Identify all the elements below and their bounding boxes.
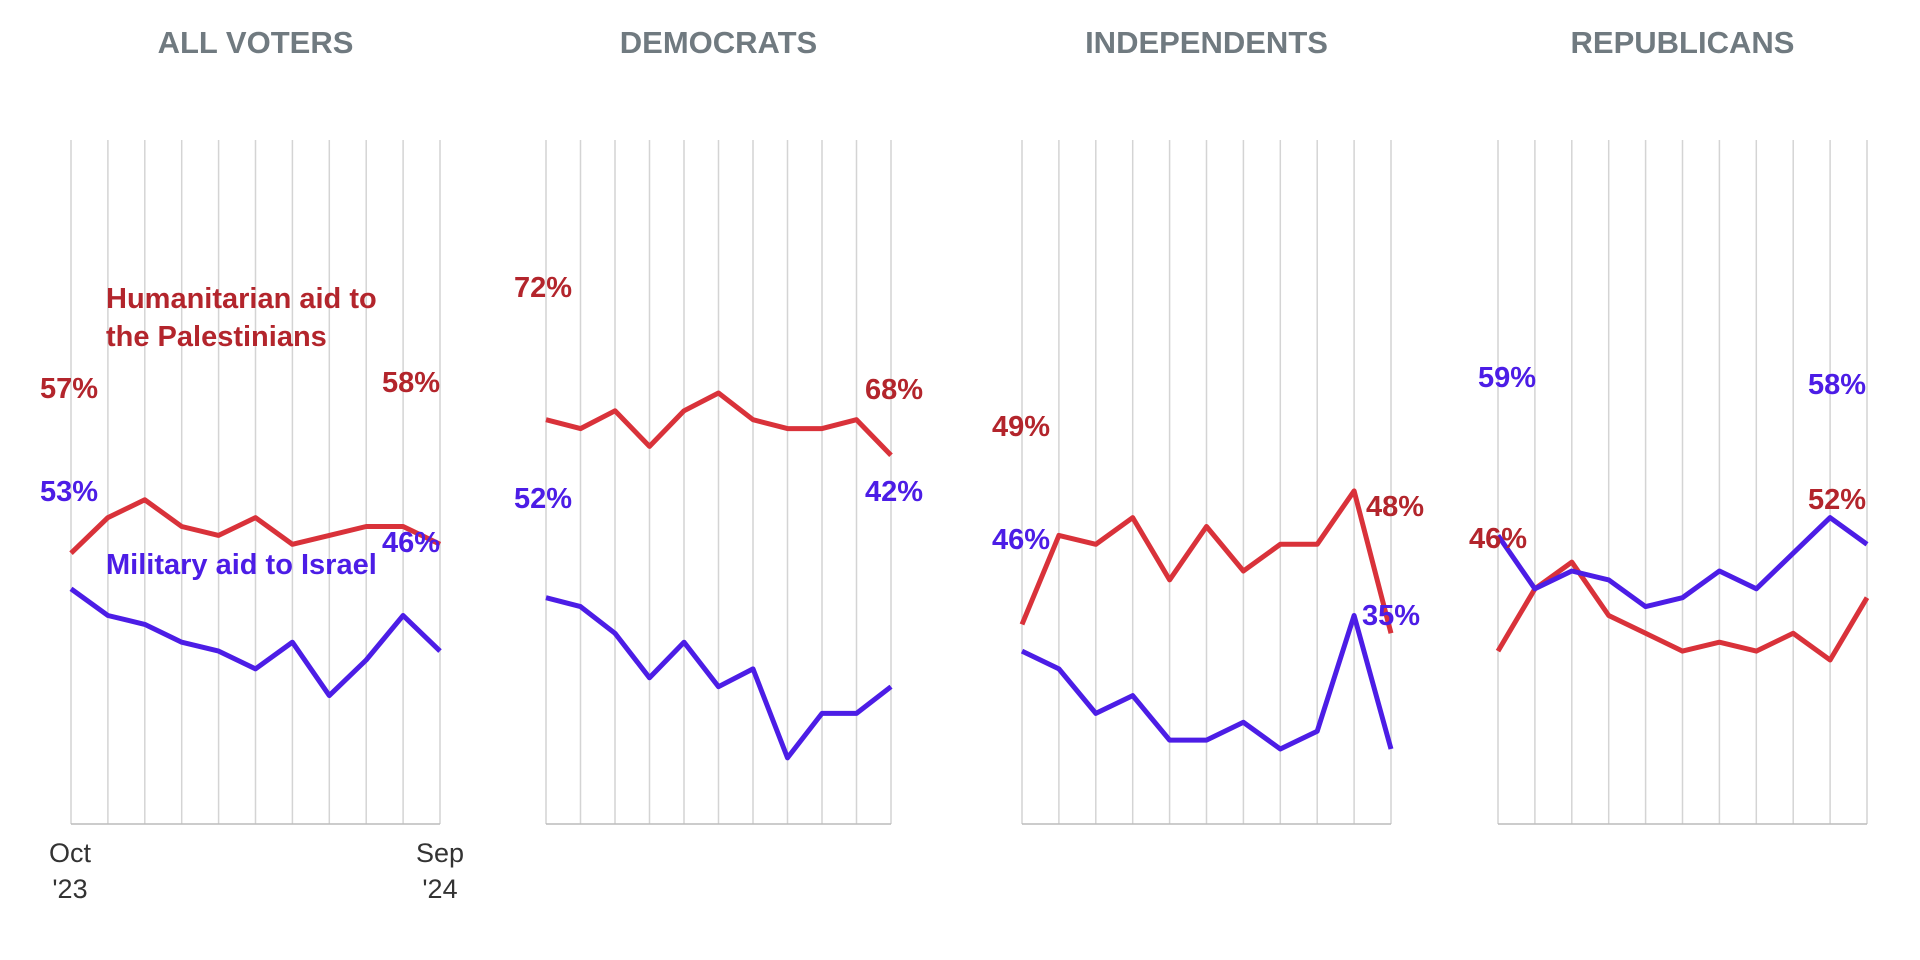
humanitarian-aid-line xyxy=(545,390,893,458)
humanitarian-start-label: 46% xyxy=(1469,523,1527,555)
humanitarian-start-label: 57% xyxy=(40,373,98,405)
humanitarian-end-label: 68% xyxy=(865,374,923,406)
legend-humanitarian-line2: the Palestinians xyxy=(106,321,327,353)
panel-all-voters: ALL VOTERS 57% 58% 53% 46% xyxy=(40,25,442,825)
military-end-label: 58% xyxy=(1808,369,1866,401)
military-aid-line xyxy=(1495,515,1869,610)
humanitarian-aid-line xyxy=(1019,488,1394,634)
military-start-label: 53% xyxy=(40,476,98,508)
humanitarian-end-label: 52% xyxy=(1808,484,1866,516)
military-aid-line xyxy=(545,595,893,761)
panel-title: INDEPENDENTS xyxy=(1085,25,1328,60)
legend-military: Military aid to Israel xyxy=(106,549,377,581)
military-end-label: 42% xyxy=(865,476,923,508)
humanitarian-start-label: 72% xyxy=(514,272,572,304)
military-start-label: 46% xyxy=(992,524,1050,556)
humanitarian-aid-line xyxy=(69,497,442,555)
military-start-label: 59% xyxy=(1478,362,1536,394)
legend-humanitarian-line1: Humanitarian aid to xyxy=(106,283,377,315)
humanitarian-aid-line xyxy=(1495,559,1870,663)
military-start-label: 52% xyxy=(514,483,572,515)
panel-republicans: REPUBLICANS 46% 52% 59% 58% xyxy=(1469,25,1870,825)
military-aid-line xyxy=(1020,613,1394,752)
military-aid-line xyxy=(69,586,442,699)
x-tick-start-year: '23 xyxy=(52,874,87,904)
panel-title: REPUBLICANS xyxy=(1571,25,1795,60)
military-end-label: 35% xyxy=(1362,600,1420,632)
humanitarian-start-label: 49% xyxy=(992,411,1050,443)
x-tick-start-month: Oct xyxy=(49,838,92,868)
panel-independents: INDEPENDENTS 49% 48% 46% 35% xyxy=(992,25,1424,825)
panel-title: DEMOCRATS xyxy=(620,25,817,60)
x-tick-end-month: Sep xyxy=(416,838,464,868)
humanitarian-end-label: 48% xyxy=(1366,491,1424,523)
humanitarian-end-label: 58% xyxy=(382,367,440,399)
x-tick-end-year: '24 xyxy=(422,874,457,904)
panel-democrats: DEMOCRATS 72% 68% 52% 42% xyxy=(514,25,923,825)
military-end-label: 46% xyxy=(382,527,440,559)
panel-title: ALL VOTERS xyxy=(158,25,354,60)
